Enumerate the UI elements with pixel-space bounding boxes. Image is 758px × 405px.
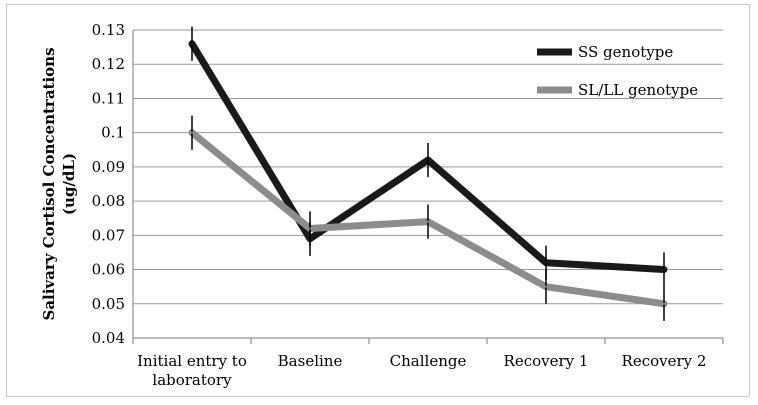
data-point (663, 302, 665, 305)
axes (132, 30, 724, 344)
y-tick-label: 0.05 (92, 295, 125, 313)
series (188, 26, 668, 321)
y-tick-label: 0.1 (101, 124, 125, 142)
y-tick-label: 0.13 (92, 21, 125, 39)
x-tick-label: Initial entry to laboratory (137, 352, 247, 389)
data-point (191, 131, 193, 134)
y-tick-label: 0.09 (92, 158, 125, 176)
legend: SS genotype SL/LL genotype (537, 43, 698, 99)
x-tick-label: Recovery 1 (504, 352, 589, 370)
y-axis-ticks: 0.04 0.05 0.06 0.07 0.08 0.09 0.1 0.11 0.12 0.13 (92, 21, 125, 347)
data-point (191, 42, 193, 45)
y-tick-label: 0.12 (92, 55, 125, 73)
legend-label-0: SS genotype (578, 43, 673, 61)
x-tick-label: Baseline (278, 352, 343, 370)
x-tick-label-line: Initial entry to (137, 352, 247, 370)
data-point (663, 268, 665, 271)
x-tick-label: Recovery 2 (622, 352, 707, 370)
data-point (427, 159, 429, 162)
y-tick-label: 0.08 (92, 192, 125, 210)
x-tick-label-line: Challenge (390, 352, 467, 370)
y-axis-label-line: Salivary Cortisol Concentrations (40, 47, 58, 320)
y-tick-label: 0.04 (92, 329, 125, 347)
y-tick-label: 0.11 (92, 89, 125, 107)
gridlines (133, 29, 723, 339)
data-point (545, 285, 547, 288)
data-point (545, 261, 547, 264)
x-tick-label: Challenge (390, 352, 467, 370)
x-axis-ticks: Initial entry to laboratory Baseline Challe… (137, 352, 706, 389)
x-tick-label-line: Recovery 1 (504, 352, 589, 370)
x-tick-label-line: Baseline (278, 352, 343, 370)
data-point (427, 220, 429, 223)
data-point (309, 227, 311, 230)
legend-label-1: SL/LL genotype (578, 81, 698, 99)
x-tick-label-line: laboratory (152, 371, 232, 389)
y-axis-label-line: (ug/dL) (60, 153, 78, 215)
y-tick-label: 0.06 (92, 261, 125, 279)
y-tick-label: 0.07 (92, 226, 125, 244)
x-tick-label-line: Recovery 2 (622, 352, 707, 370)
chart-frame (6, 4, 750, 397)
y-axis-label: Salivary Cortisol Concentrations (ug/dL) (40, 47, 78, 320)
